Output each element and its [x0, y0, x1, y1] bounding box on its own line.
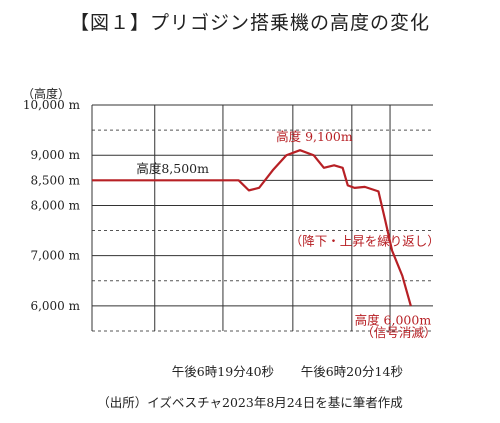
annotation-label: （信号消滅）: [361, 325, 436, 340]
x-tick-label: 午後6時19分40秒: [172, 364, 274, 379]
annotation-layer: 高度8,500m 高度 9,100m （降下・上昇を繰り返し） 高度 6,000m（信…: [136, 129, 439, 340]
x-axis-ticks: 午後6時19分40秒 午後6時20分14秒: [172, 364, 403, 379]
annotation-label: （降下・上昇を繰り返し）: [290, 234, 440, 249]
source-note: （出所）イズベスチャ2023年8月24日を基に筆者作成: [97, 395, 403, 410]
annotation-label: 高度8,500m: [136, 161, 209, 176]
series-layer: [92, 149, 412, 307]
y-tick-label: 10,000 m: [23, 98, 81, 112]
grid-layer: [91, 104, 433, 332]
y-axis-ticks: 10,000 m 9,000 m 8,500 m 8,000 m 7,000 m 6,00…: [23, 98, 81, 313]
y-axis-label: （高度）: [22, 86, 70, 101]
chart-title: 【図１】プリゴジン搭乗機の高度の変化: [69, 12, 430, 34]
y-tick-label: 7,000 m: [30, 249, 80, 263]
annotation-label: 高度 9,100m: [276, 129, 353, 144]
annotation-label: 高度 6,000m: [355, 312, 432, 327]
y-tick-label: 8,000 m: [30, 198, 80, 212]
altitude-line: [92, 149, 412, 307]
y-tick-label: 9,000 m: [30, 148, 80, 162]
y-tick-label: 6,000 m: [30, 299, 80, 313]
x-tick-label: 午後6時20分14秒: [301, 364, 403, 379]
y-tick-label: 8,500 m: [30, 173, 80, 187]
